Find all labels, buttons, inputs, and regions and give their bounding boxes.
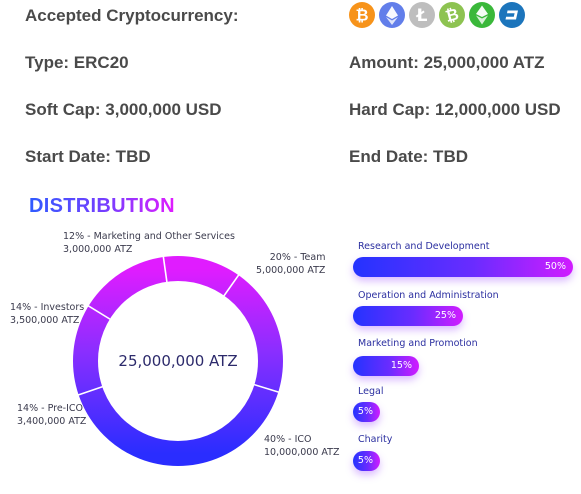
bar-label-research: Research and Development [358, 241, 490, 252]
distribution-donut: 25,000,000 ATZ [73, 254, 283, 466]
ethereum-icon [379, 2, 405, 28]
svg-text:₿: ₿ [355, 6, 368, 25]
bar-label-marketing: Marketing and Promotion [358, 338, 478, 349]
bar-label-operation: Operation and Administration [358, 290, 499, 301]
slice-label-team: 20% - Team 5,000,000 ATZ [256, 252, 326, 276]
bar-research: 50% [353, 257, 573, 277]
distribution-title: DISTRIBUTION [29, 195, 175, 217]
start-date: Start Date: TBD [25, 147, 151, 166]
bar-charity: 5% [353, 451, 380, 471]
ethereum-classic-icon [469, 2, 495, 28]
slice-label-pre-ico: 14% - Pre-ICO 3,400,000 ATZ [17, 403, 87, 427]
slice-label-ico: 40% - ICO 10,000,000 ATZ [264, 434, 340, 458]
slice-label-investors: 14% - Investors 3,500,000 ATZ [10, 302, 85, 326]
svg-text:Ł: Ł [416, 6, 428, 26]
slice-label-marketing: 12% - Marketing and Other Services 3,000… [63, 231, 235, 255]
hard-cap: Hard Cap: 12,000,000 USD [349, 100, 561, 119]
soft-cap: Soft Cap: 3,000,000 USD [25, 100, 222, 119]
token-amount: Amount: 25,000,000 ATZ [349, 53, 545, 72]
accepted-crypto-label: Accepted Cryptocurrency: [25, 6, 239, 25]
bar-marketing: 15% [353, 356, 419, 376]
litecoin-icon: Ł [409, 2, 435, 28]
bar-label-legal: Legal [358, 386, 384, 397]
crypto-icons: ₿ Ł ₿ [349, 2, 525, 28]
donut-divider [222, 273, 241, 298]
donut-ring [73, 256, 283, 466]
donut-divider [252, 383, 281, 394]
svg-text:₿: ₿ [443, 4, 461, 26]
donut-divider [76, 385, 105, 397]
donut-divider [162, 254, 168, 284]
bar-operation: 25% [353, 306, 463, 326]
bar-legal: 5% [353, 402, 380, 422]
bitcoin-icon: ₿ [349, 2, 375, 28]
donut-chart [73, 254, 283, 466]
dash-icon [499, 2, 525, 28]
end-date: End Date: TBD [349, 147, 468, 166]
bitcoin-cash-icon: ₿ [439, 2, 465, 28]
donut-total: 25,000,000 ATZ [118, 352, 238, 370]
donut-divider [86, 304, 112, 321]
token-type: Type: ERC20 [25, 53, 129, 72]
bar-label-charity: Charity [358, 434, 393, 445]
